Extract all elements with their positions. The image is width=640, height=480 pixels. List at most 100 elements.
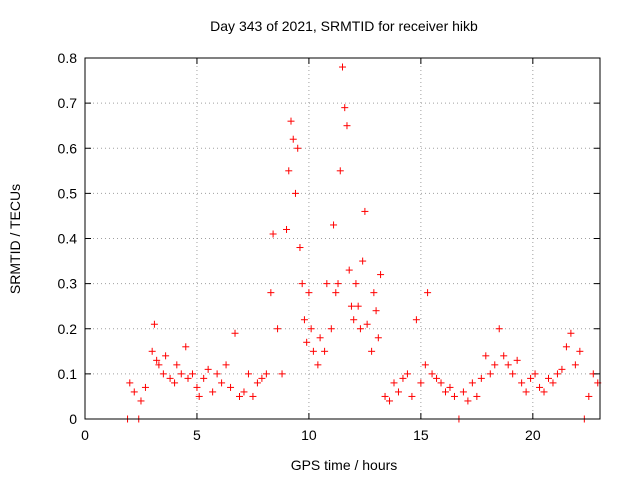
data-point — [294, 144, 302, 152]
data-point — [433, 374, 441, 382]
data-point — [278, 370, 286, 378]
data-point — [408, 392, 416, 400]
data-point — [296, 244, 304, 252]
data-point — [298, 280, 306, 288]
chart-title: Day 343 of 2021, SRMTID for receiver hik… — [210, 18, 478, 34]
data-point — [553, 370, 561, 378]
data-point — [527, 374, 535, 382]
data-point — [500, 352, 508, 360]
data-point — [368, 347, 376, 355]
data-point — [585, 392, 593, 400]
data-point — [361, 207, 369, 215]
data-point — [356, 325, 364, 333]
data-point — [473, 392, 481, 400]
data-point — [417, 379, 425, 387]
data-point — [195, 392, 203, 400]
data-point — [130, 388, 138, 396]
data-point — [253, 379, 261, 387]
data-point — [377, 271, 385, 279]
data-point — [464, 397, 472, 405]
data-point — [421, 361, 429, 369]
data-point — [218, 379, 226, 387]
data-point — [200, 374, 208, 382]
data-point — [287, 117, 295, 125]
data-point — [155, 361, 163, 369]
data-point — [303, 338, 311, 346]
data-point — [504, 361, 512, 369]
data-point — [209, 388, 217, 396]
data-point — [518, 379, 526, 387]
data-point — [468, 379, 476, 387]
data-point — [424, 289, 432, 297]
data-point — [399, 374, 407, 382]
data-point — [354, 302, 362, 310]
data-point — [173, 361, 181, 369]
data-point — [309, 347, 317, 355]
data-point — [285, 167, 293, 175]
data-point — [291, 189, 299, 197]
data-point — [522, 388, 530, 396]
data-point — [571, 361, 579, 369]
axis-ticks: 0 5 10 15 20 0 0.1 0.2 0.3 0.4 0.5 0.6 0.7 0.8 — [58, 50, 600, 443]
data-point — [240, 388, 248, 396]
data-point — [305, 289, 313, 297]
data-point — [381, 392, 389, 400]
data-point — [442, 388, 449, 396]
data-point — [262, 370, 270, 378]
data-point — [482, 352, 490, 360]
data-point — [390, 379, 398, 387]
data-point — [394, 388, 402, 396]
data-point — [370, 289, 378, 297]
data-point — [162, 352, 170, 360]
data-point — [477, 374, 485, 382]
y-tick-label: 0.5 — [58, 185, 78, 201]
y-tick-label: 0.8 — [58, 50, 78, 66]
x-tick-label: 20 — [525, 427, 541, 443]
data-point — [141, 383, 149, 391]
data-point — [330, 221, 338, 229]
y-tick-label: 0.4 — [58, 231, 78, 247]
x-axis-label: GPS time / hours — [291, 457, 398, 473]
data-point — [267, 289, 275, 297]
data-point — [182, 343, 190, 351]
data-point — [386, 397, 394, 405]
y-tick-label: 0.1 — [58, 366, 78, 382]
data-point — [307, 325, 315, 333]
data-point — [486, 370, 494, 378]
data-point — [193, 383, 201, 391]
data-point — [347, 302, 355, 310]
data-point — [352, 280, 360, 288]
data-point — [450, 392, 458, 400]
data-point — [249, 392, 257, 400]
data-point — [177, 370, 185, 378]
y-axis-label: SRMTID / TECUs — [7, 184, 23, 294]
data-point — [345, 266, 353, 274]
data-point — [269, 230, 277, 238]
data-point — [576, 347, 584, 355]
x-tick-label: 0 — [81, 427, 89, 443]
data-point — [336, 167, 344, 175]
data-points — [124, 63, 602, 423]
data-point — [540, 388, 548, 396]
data-point — [531, 370, 539, 378]
data-point — [332, 289, 340, 297]
y-tick-label: 0.7 — [58, 95, 78, 111]
data-point — [137, 397, 145, 405]
data-point — [491, 361, 499, 369]
data-point — [171, 379, 179, 387]
data-point — [236, 392, 243, 400]
data-point — [509, 370, 517, 378]
x-tick-label: 10 — [301, 427, 317, 443]
data-point — [231, 329, 239, 337]
data-point — [363, 320, 371, 328]
data-point — [536, 383, 544, 391]
x-tick-label: 15 — [413, 427, 429, 443]
data-point — [222, 361, 230, 369]
data-point — [428, 370, 436, 378]
data-point — [359, 257, 367, 265]
data-point — [289, 135, 297, 143]
data-point — [562, 343, 570, 351]
data-point — [321, 347, 329, 355]
data-point — [343, 122, 351, 130]
data-point — [558, 365, 566, 373]
